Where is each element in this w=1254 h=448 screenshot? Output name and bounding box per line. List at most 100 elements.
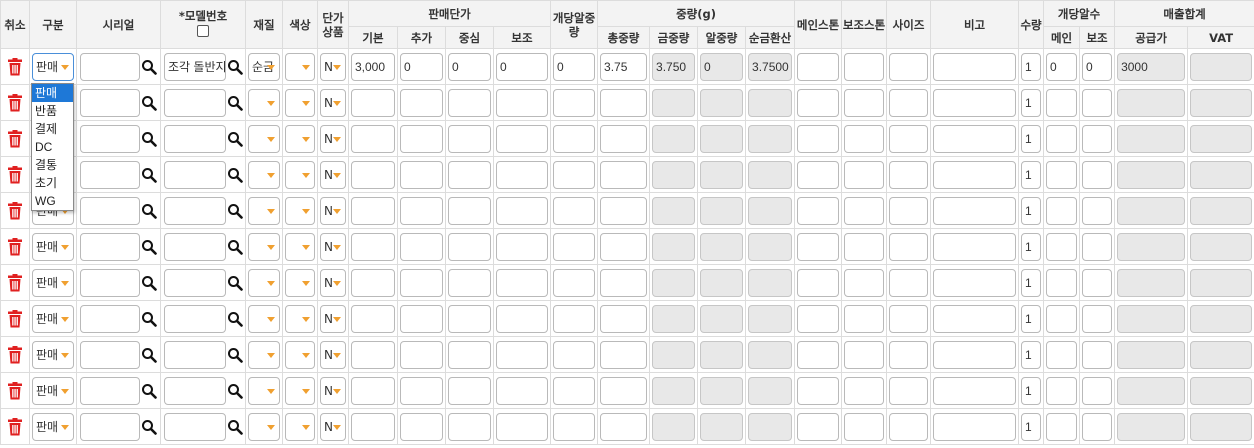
size-input[interactable]	[889, 52, 929, 81]
material-select[interactable]	[248, 88, 280, 117]
base-price-input[interactable]	[351, 232, 395, 261]
total-weight-input[interactable]	[600, 232, 648, 261]
sub-count-input[interactable]	[1082, 412, 1113, 441]
base-price-input[interactable]: 3,000	[351, 52, 395, 81]
note-input[interactable]	[933, 52, 1017, 81]
unit-price-product-select[interactable]: N	[320, 340, 346, 369]
main-count-input[interactable]	[1046, 160, 1078, 189]
main-stone-input[interactable]	[797, 376, 840, 405]
sub-price-input[interactable]: 0	[496, 52, 549, 81]
color-select[interactable]	[285, 412, 315, 441]
size-input[interactable]	[889, 304, 929, 333]
stone-weight-each-input[interactable]	[553, 304, 596, 333]
sub-stone-input[interactable]	[844, 88, 885, 117]
trash-icon[interactable]	[7, 165, 23, 184]
size-input[interactable]	[889, 268, 929, 297]
base-price-input[interactable]	[351, 124, 395, 153]
center-price-input[interactable]	[448, 376, 491, 405]
type-option[interactable]: 결통	[35, 158, 58, 172]
sub-price-input[interactable]	[496, 268, 549, 297]
search-icon[interactable]	[227, 167, 243, 183]
sub-price-input[interactable]	[496, 232, 549, 261]
main-stone-input[interactable]	[797, 304, 840, 333]
material-select[interactable]	[248, 304, 280, 333]
sub-count-input[interactable]	[1082, 304, 1113, 333]
search-icon[interactable]	[227, 347, 243, 363]
model-input[interactable]	[164, 268, 226, 297]
base-price-input[interactable]	[351, 376, 395, 405]
trash-icon[interactable]	[7, 237, 23, 256]
extra-price-input[interactable]	[400, 160, 443, 189]
sub-stone-input[interactable]	[844, 196, 885, 225]
center-price-input[interactable]	[448, 196, 491, 225]
total-weight-input[interactable]	[600, 412, 648, 441]
extra-price-input[interactable]	[400, 376, 443, 405]
note-input[interactable]	[933, 268, 1017, 297]
sub-stone-input[interactable]	[844, 376, 885, 405]
main-count-input[interactable]	[1046, 268, 1078, 297]
extra-price-input[interactable]: 0	[400, 52, 443, 81]
main-count-input[interactable]	[1046, 304, 1078, 333]
unit-price-product-select[interactable]: N	[320, 376, 346, 405]
sub-count-input[interactable]	[1082, 124, 1113, 153]
total-weight-input[interactable]	[600, 124, 648, 153]
model-input[interactable]	[164, 160, 226, 189]
type-select[interactable]: 판매	[32, 52, 74, 81]
type-select[interactable]: 판매	[32, 268, 74, 297]
quantity-input[interactable]: 1	[1021, 88, 1042, 117]
stone-weight-each-input[interactable]	[553, 124, 596, 153]
quantity-input[interactable]: 1	[1021, 412, 1042, 441]
note-input[interactable]	[933, 376, 1017, 405]
model-input[interactable]	[164, 376, 226, 405]
base-price-input[interactable]	[351, 304, 395, 333]
model-input[interactable]	[164, 304, 226, 333]
search-icon[interactable]	[227, 59, 243, 75]
search-icon[interactable]	[227, 239, 243, 255]
type-option[interactable]: 판매	[32, 84, 73, 102]
select-all-checkbox[interactable]	[197, 25, 209, 37]
unit-price-product-select[interactable]: N	[320, 88, 346, 117]
main-count-input[interactable]	[1046, 124, 1078, 153]
model-input[interactable]	[164, 340, 226, 369]
stone-weight-each-input[interactable]	[553, 268, 596, 297]
serial-input[interactable]	[80, 412, 140, 441]
type-option[interactable]: 결제	[35, 122, 58, 136]
main-count-input[interactable]	[1046, 340, 1078, 369]
type-select[interactable]: 판매	[32, 232, 74, 261]
serial-input[interactable]	[80, 52, 140, 81]
size-input[interactable]	[889, 232, 929, 261]
center-price-input[interactable]	[448, 304, 491, 333]
main-count-input[interactable]	[1046, 88, 1078, 117]
model-input[interactable]	[164, 88, 226, 117]
sub-price-input[interactable]	[496, 88, 549, 117]
material-select[interactable]	[248, 196, 280, 225]
total-weight-input[interactable]	[600, 376, 648, 405]
quantity-input[interactable]: 1	[1021, 232, 1042, 261]
model-input[interactable]: 조각 돌반지	[164, 52, 226, 81]
extra-price-input[interactable]	[400, 88, 443, 117]
serial-input[interactable]	[80, 304, 140, 333]
note-input[interactable]	[933, 196, 1017, 225]
color-select[interactable]	[285, 304, 315, 333]
type-select[interactable]: 판매	[32, 376, 74, 405]
sub-price-input[interactable]	[496, 412, 549, 441]
center-price-input[interactable]	[448, 160, 491, 189]
model-input[interactable]	[164, 412, 226, 441]
serial-input[interactable]	[80, 376, 140, 405]
search-icon[interactable]	[227, 311, 243, 327]
size-input[interactable]	[889, 412, 929, 441]
color-select[interactable]	[285, 52, 315, 81]
material-select[interactable]	[248, 412, 280, 441]
sub-stone-input[interactable]	[844, 412, 885, 441]
material-select[interactable]	[248, 124, 280, 153]
main-stone-input[interactable]	[797, 88, 840, 117]
quantity-input[interactable]: 1	[1021, 124, 1042, 153]
main-count-input[interactable]	[1046, 232, 1078, 261]
sub-stone-input[interactable]	[844, 232, 885, 261]
size-input[interactable]	[889, 376, 929, 405]
serial-input[interactable]	[80, 232, 140, 261]
sub-count-input[interactable]	[1082, 340, 1113, 369]
quantity-input[interactable]: 1	[1021, 340, 1042, 369]
search-icon[interactable]	[141, 203, 157, 219]
trash-icon[interactable]	[7, 201, 23, 220]
